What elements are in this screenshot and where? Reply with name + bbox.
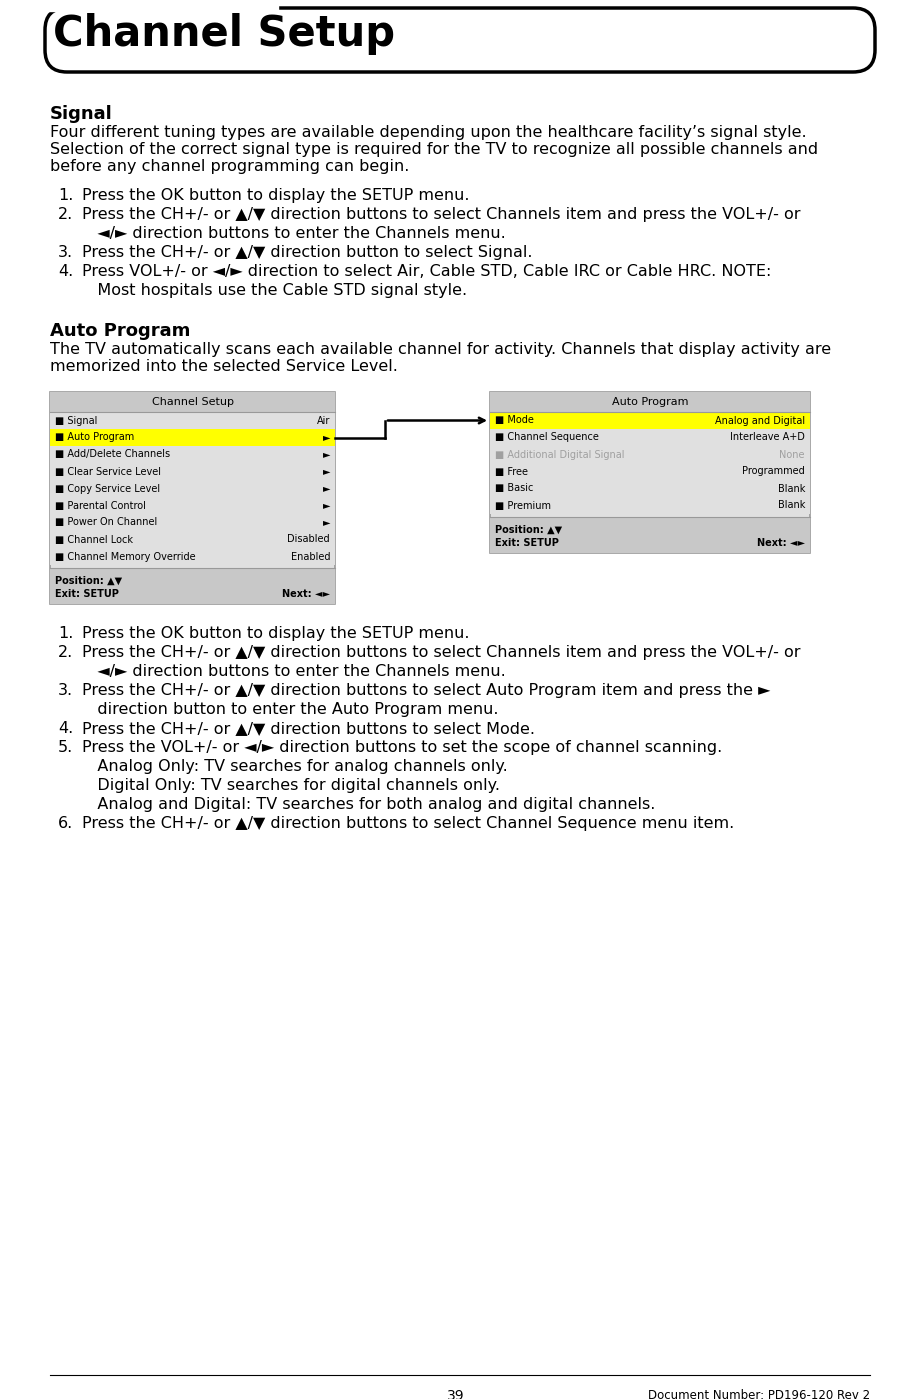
Text: 5.: 5. (58, 740, 73, 755)
Text: Enabled: Enabled (290, 551, 330, 561)
Text: ◄/► direction buttons to enter the Channels menu.: ◄/► direction buttons to enter the Chann… (82, 227, 506, 241)
Text: ■ Channel Lock: ■ Channel Lock (55, 534, 133, 544)
Bar (490, 497, 810, 513)
Bar (50, 480, 335, 497)
Text: Press the CH+/- or ▲/▼ direction buttons to select Channel Sequence menu item.: Press the CH+/- or ▲/▼ direction buttons… (82, 816, 734, 831)
Text: Most hospitals use the Cable STD signal style.: Most hospitals use the Cable STD signal … (82, 283, 467, 298)
Bar (50, 568, 335, 604)
Bar (50, 548, 335, 565)
Text: Blank: Blank (778, 484, 805, 494)
Text: ►: ► (322, 432, 330, 442)
Text: Selection of the correct signal type is required for the TV to recognize all pos: Selection of the correct signal type is … (50, 143, 818, 157)
Text: ■ Signal: ■ Signal (55, 416, 98, 425)
Text: Position: ▲▼: Position: ▲▼ (55, 576, 122, 586)
Bar (43, 3, 278, 11)
Bar (50, 446, 335, 463)
Text: Disabled: Disabled (288, 534, 330, 544)
Text: Air: Air (317, 416, 330, 425)
Text: ■ Additional Digital Signal: ■ Additional Digital Signal (495, 449, 624, 459)
Text: The TV automatically scans each available channel for activity. Channels that di: The TV automatically scans each availabl… (50, 341, 831, 357)
Text: Programmed: Programmed (742, 466, 805, 477)
Text: Press the CH+/- or ▲/▼ direction button to select Signal.: Press the CH+/- or ▲/▼ direction button … (82, 245, 532, 260)
Text: Interleave A+D: Interleave A+D (730, 432, 805, 442)
Text: Next: ◄►: Next: ◄► (282, 589, 330, 599)
Text: Exit: SETUP: Exit: SETUP (55, 589, 119, 599)
Text: 4.: 4. (58, 720, 73, 736)
Text: ►: ► (322, 466, 330, 477)
Text: ■ Mode: ■ Mode (495, 416, 534, 425)
FancyBboxPatch shape (45, 8, 875, 71)
Text: 3.: 3. (58, 683, 73, 698)
Text: ►: ► (322, 484, 330, 494)
Text: ◄/► direction buttons to enter the Channels menu.: ◄/► direction buttons to enter the Chann… (82, 665, 506, 679)
Text: Digital Only: TV searches for digital channels only.: Digital Only: TV searches for digital ch… (82, 778, 500, 793)
Text: Analog and Digital: Analog and Digital (715, 416, 805, 425)
Text: Channel Setup: Channel Setup (53, 13, 395, 55)
Bar (50, 497, 335, 513)
Text: Press the CH+/- or ▲/▼ direction buttons to select Channels item and press the V: Press the CH+/- or ▲/▼ direction buttons… (82, 645, 801, 660)
Text: ■ Add/Delete Channels: ■ Add/Delete Channels (55, 449, 170, 459)
Text: Position: ▲▼: Position: ▲▼ (495, 525, 562, 534)
Text: ■ Parental Control: ■ Parental Control (55, 501, 146, 511)
Text: 3.: 3. (58, 245, 73, 260)
Text: Auto Program: Auto Program (50, 322, 191, 340)
Bar (490, 446, 810, 463)
Text: Four different tuning types are available depending upon the healthcare facility: Four different tuning types are availabl… (50, 125, 806, 140)
Text: 39: 39 (447, 1389, 465, 1399)
Text: direction button to enter the Auto Program menu.: direction button to enter the Auto Progr… (82, 702, 498, 718)
Text: Press VOL+/- or ◄/► direction to select Air, Cable STD, Cable IRC or Cable HRC. : Press VOL+/- or ◄/► direction to select … (82, 264, 771, 278)
Text: ■ Power On Channel: ■ Power On Channel (55, 518, 157, 527)
Text: Analog and Digital: TV searches for both analog and digital channels.: Analog and Digital: TV searches for both… (82, 797, 656, 811)
Text: ■ Auto Program: ■ Auto Program (55, 432, 134, 442)
Bar (490, 480, 810, 497)
Text: Exit: SETUP: Exit: SETUP (495, 539, 559, 548)
Text: Signal: Signal (50, 105, 112, 123)
Text: ■ Channel Sequence: ■ Channel Sequence (495, 432, 599, 442)
Bar (50, 392, 335, 604)
Bar (50, 513, 335, 532)
Bar (490, 411, 810, 429)
Bar (50, 463, 335, 480)
Text: Press the CH+/- or ▲/▼ direction buttons to select Auto Program item and press t: Press the CH+/- or ▲/▼ direction buttons… (82, 683, 771, 698)
Text: ■ Copy Service Level: ■ Copy Service Level (55, 484, 160, 494)
Text: ■ Free: ■ Free (495, 466, 528, 477)
Text: 1.: 1. (58, 187, 73, 203)
Text: None: None (780, 449, 805, 459)
Text: ■ Basic: ■ Basic (495, 484, 533, 494)
Bar (490, 392, 810, 553)
Text: ►: ► (322, 518, 330, 527)
Text: ►: ► (322, 501, 330, 511)
Bar (490, 463, 810, 480)
Text: memorized into the selected Service Level.: memorized into the selected Service Leve… (50, 360, 398, 374)
Text: Channel Setup: Channel Setup (152, 397, 234, 407)
Text: Press the VOL+/- or ◄/► direction buttons to set the scope of channel scanning.: Press the VOL+/- or ◄/► direction button… (82, 740, 722, 755)
Text: before any channel programming can begin.: before any channel programming can begin… (50, 159, 409, 173)
Text: Press the CH+/- or ▲/▼ direction buttons to select Mode.: Press the CH+/- or ▲/▼ direction buttons… (82, 720, 535, 736)
Text: 1.: 1. (58, 625, 73, 641)
Bar (490, 392, 810, 411)
Text: Analog Only: TV searches for analog channels only.: Analog Only: TV searches for analog chan… (82, 760, 508, 774)
Bar (490, 429, 810, 446)
Text: Document Number: PD196-120 Rev 2: Document Number: PD196-120 Rev 2 (648, 1389, 870, 1399)
Bar (490, 518, 810, 553)
Text: 6.: 6. (58, 816, 73, 831)
Text: Next: ◄►: Next: ◄► (757, 539, 805, 548)
Bar (50, 411, 335, 429)
Text: 2.: 2. (58, 207, 73, 222)
Bar (50, 532, 335, 548)
Text: 4.: 4. (58, 264, 73, 278)
Text: Blank: Blank (778, 501, 805, 511)
Bar (50, 392, 335, 411)
Text: ■ Channel Memory Override: ■ Channel Memory Override (55, 551, 195, 561)
Text: ■ Clear Service Level: ■ Clear Service Level (55, 466, 161, 477)
Text: ►: ► (322, 449, 330, 459)
Text: Press the CH+/- or ▲/▼ direction buttons to select Channels item and press the V: Press the CH+/- or ▲/▼ direction buttons… (82, 207, 801, 222)
Text: Auto Program: Auto Program (612, 397, 688, 407)
Bar (50, 429, 335, 446)
Text: Press the OK button to display the SETUP menu.: Press the OK button to display the SETUP… (82, 187, 469, 203)
Text: 2.: 2. (58, 645, 73, 660)
Text: Press the OK button to display the SETUP menu.: Press the OK button to display the SETUP… (82, 625, 469, 641)
Text: ■ Premium: ■ Premium (495, 501, 551, 511)
